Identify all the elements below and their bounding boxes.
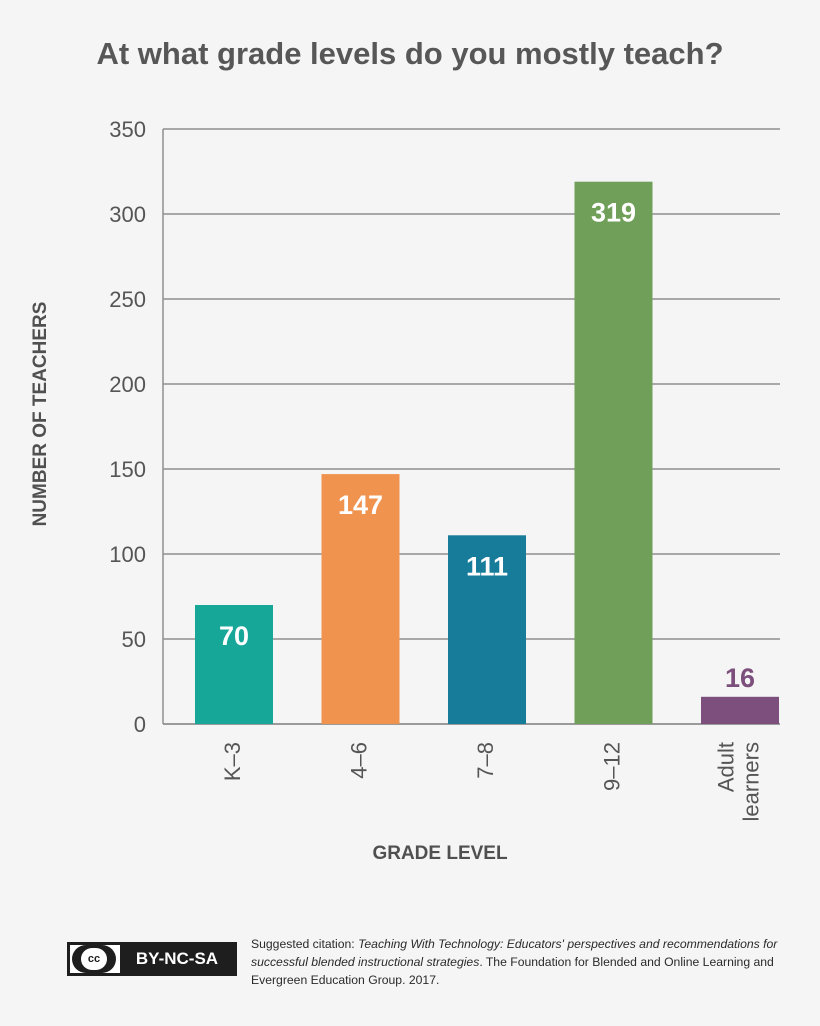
x-tick-line: 4–6 [347, 742, 372, 779]
y-axis-label: NUMBER OF TEACHERS [30, 301, 51, 527]
data-label: 70 [219, 621, 249, 651]
chart-title: At what grade levels do you mostly teach… [96, 36, 724, 71]
y-tick-label: 150 [109, 457, 146, 482]
bar [448, 535, 526, 724]
x-tick-line: learners [739, 742, 764, 821]
x-tick-line: Adult [714, 742, 739, 792]
y-tick-label: 300 [109, 202, 146, 227]
citation-text: Suggested citation: Teaching With Techno… [251, 935, 801, 989]
license-label: BY-NC-SA [120, 945, 234, 973]
x-tick-label: 7–8 [473, 742, 498, 779]
x-tick-line: 9–12 [600, 742, 625, 791]
x-tick-line: 7–8 [473, 742, 498, 779]
x-tick-label: Adult learners [714, 742, 764, 821]
x-tick-label: K–3 [220, 742, 245, 781]
data-label: 147 [338, 490, 383, 520]
x-axis-label: GRADE LEVEL [372, 843, 508, 864]
citation-title: Teaching With Technology: Educators' per… [251, 937, 778, 969]
x-tick-label: 9–12 [600, 742, 625, 791]
footer: cc BY-NC-SA Suggested citation: Teaching… [67, 936, 797, 996]
citation-rest: . The Foundation for Blended and Online … [251, 955, 774, 987]
bar [701, 696, 779, 724]
x-tick-line: K–3 [220, 742, 245, 781]
bar [321, 474, 400, 724]
y-tick-label: 250 [109, 287, 146, 312]
bar [574, 181, 653, 724]
license-badge[interactable]: cc BY-NC-SA [67, 942, 237, 976]
bar [195, 605, 273, 724]
y-tick-label: 50 [122, 627, 146, 652]
data-label: 16 [725, 663, 755, 693]
data-label: 111 [466, 551, 508, 581]
y-tick-label: 350 [109, 117, 146, 142]
data-label: 319 [591, 198, 636, 228]
cc-icon: cc [72, 945, 116, 973]
citation-prefix: Suggested citation: [251, 937, 359, 951]
x-tick-label: 4–6 [347, 742, 372, 779]
y-tick-label: 200 [109, 372, 146, 397]
y-tick-label: 100 [109, 542, 146, 567]
y-tick-label: 0 [134, 712, 146, 737]
